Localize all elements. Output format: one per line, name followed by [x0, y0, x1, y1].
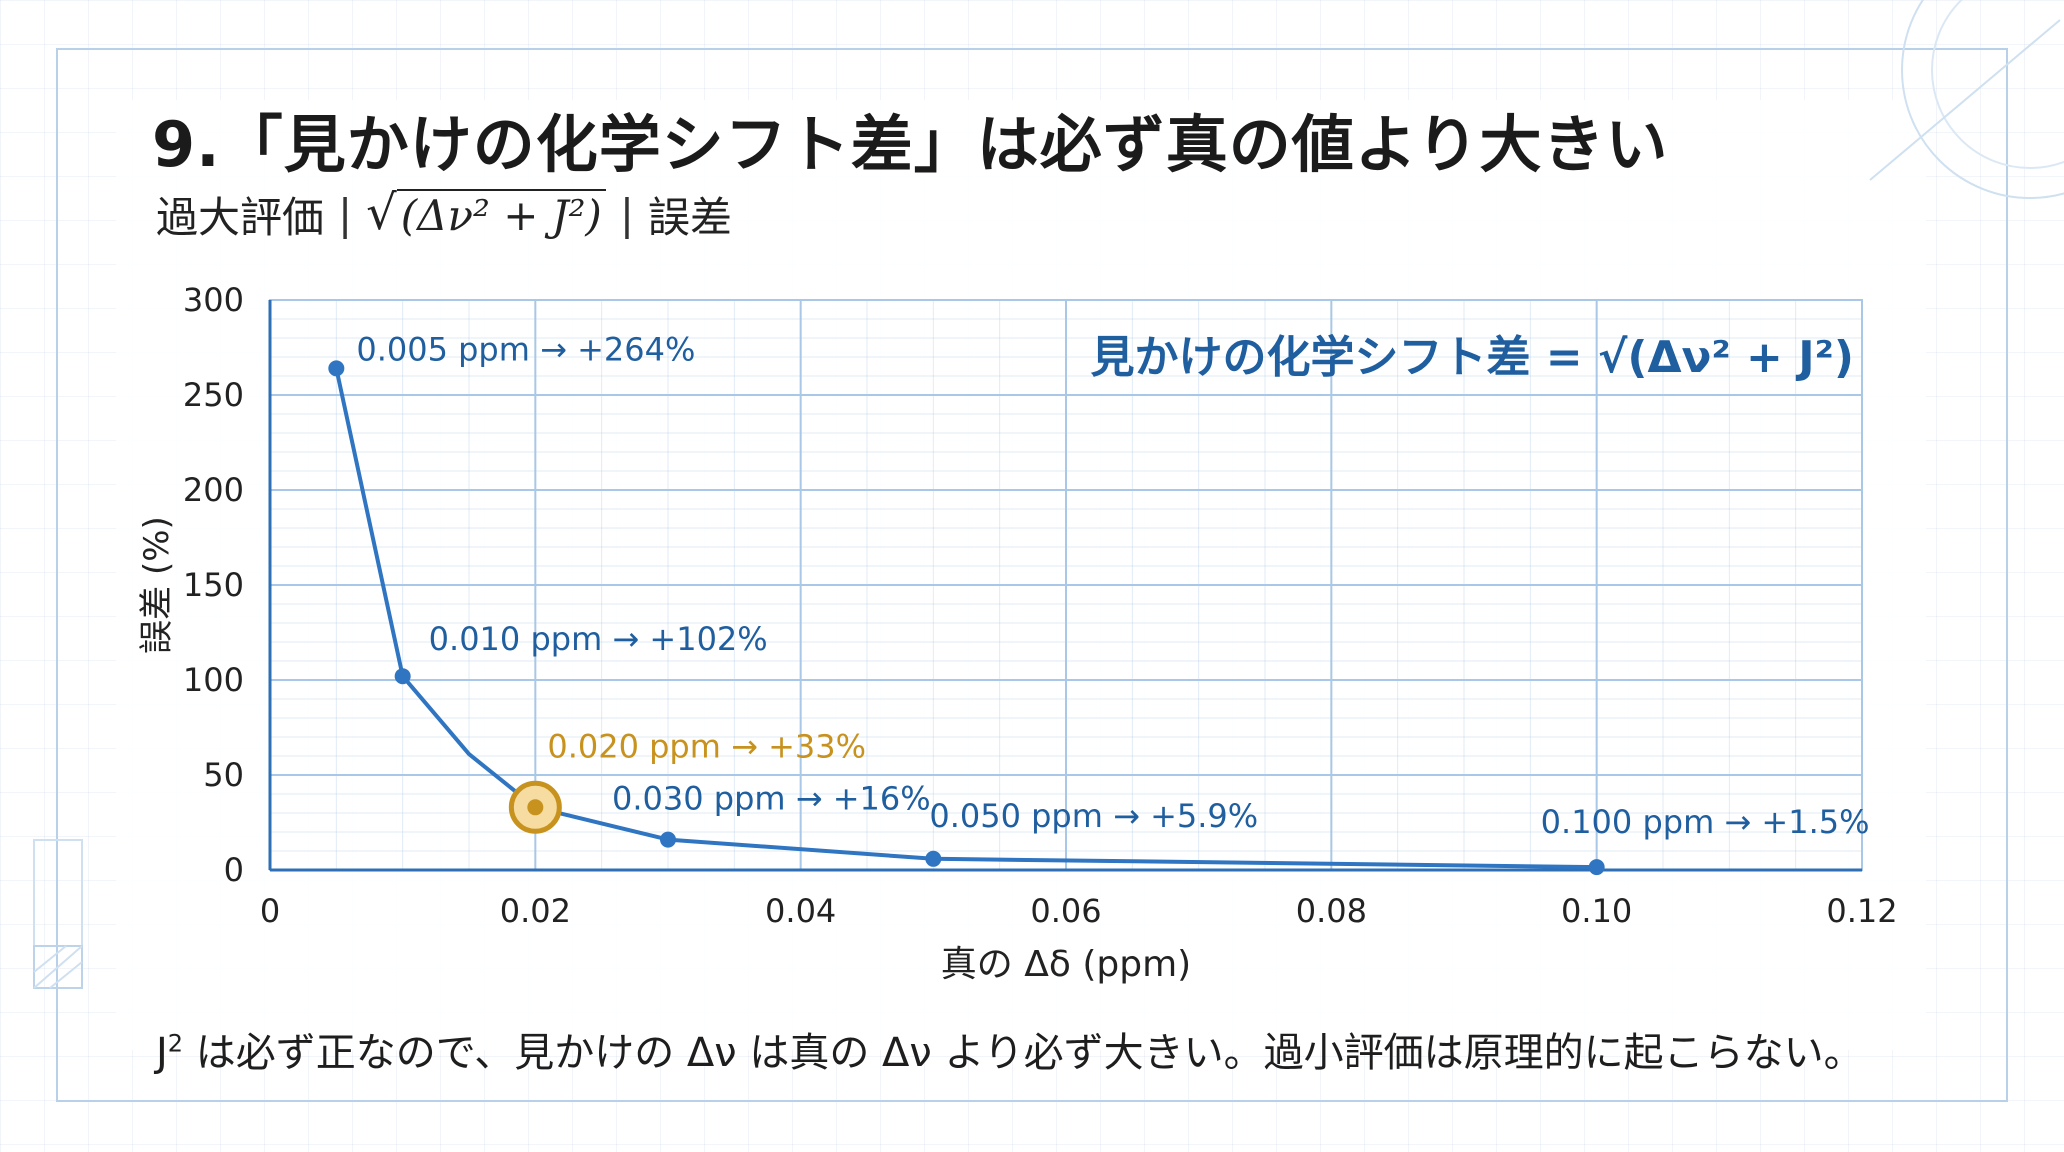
data-label: 0.020 ppm → +33% — [547, 727, 866, 765]
data-point-highlight — [527, 799, 544, 816]
chart-axes: 0 0.02 0.04 0.06 0.08 0.10 0.12 0 50 100 150 200 250… — [137, 281, 1898, 985]
formula-annotation: 見かけの化学シフト差 = √(Δν² + J²) — [1090, 332, 1854, 383]
x-tick-label: 0.10 — [1561, 892, 1632, 930]
x-tick-label: 0 — [260, 892, 280, 930]
subtitle-separator-1: | — [338, 189, 353, 239]
data-point — [925, 850, 942, 867]
x-tick-label: 0.04 — [765, 892, 836, 930]
y-tick-label: 150 — [183, 566, 244, 604]
corner-decoration-top-right — [1869, 0, 2064, 199]
slide-panel — [116, 100, 1926, 1050]
y-axis-title: 誤差 (%) — [137, 516, 177, 654]
data-label: 0.050 ppm → +5.9% — [929, 797, 1258, 835]
data-label: 0.100 ppm → +1.5% — [1541, 803, 1870, 841]
x-tick-label: 0.02 — [500, 892, 571, 930]
chart-labels: 見かけの化学シフト差 = √(Δν² + J²) 0.005 ppm → +264… — [356, 330, 1869, 841]
slide-frame — [56, 48, 2008, 1102]
data-point — [328, 360, 345, 377]
data-label: 0.030 ppm → +16% — [612, 780, 931, 818]
y-tick-label: 100 — [183, 661, 244, 699]
y-tick-label: 300 — [183, 281, 244, 319]
subtitle-overestimate: 過大評価 — [156, 192, 325, 242]
x-tick-label: 0.06 — [1030, 892, 1101, 930]
footer-j-superscript: 2 — [167, 1029, 184, 1058]
subtitle-error: 誤差 — [647, 192, 732, 242]
x-tick-label: 0.08 — [1296, 892, 1367, 930]
subtitle: 過大評価 | √ (Δν² + J²) | 誤差 — [156, 184, 732, 244]
y-tick-label: 200 — [183, 471, 244, 509]
data-label: 0.010 ppm → +102% — [429, 620, 768, 658]
data-point — [660, 831, 676, 848]
y-tick-label: 50 — [203, 756, 244, 794]
x-tick-label: 0.12 — [1826, 892, 1897, 930]
y-tick-label: 250 — [183, 376, 244, 414]
chart-points — [328, 360, 1605, 876]
footer-note: J2 は必ず正なので、見かけの Δν は真の Δν より必ず大きい。過小評価は原… — [156, 1020, 1864, 1078]
x-axis-title: 真の Δδ (ppm) — [941, 944, 1191, 985]
subtitle-separator-2: | — [619, 189, 634, 239]
subtitle-formula: √ (Δν² + J²) — [366, 188, 606, 240]
page-title: 9.「見かけの化学シフト差」は必ず真の値より大きい — [152, 108, 1669, 181]
subtitle-formula-body: (Δν² + J²) — [396, 188, 606, 240]
data-point — [1588, 859, 1605, 876]
y-tick-label: 0 — [224, 851, 244, 889]
footer-j: J — [156, 1030, 168, 1076]
footer-text: は必ず正なので、見かけの Δν は真の Δν より必ず大きい。過小評価は原理的に… — [183, 1030, 1864, 1076]
sqrt-symbol: √ (Δν² + J²) — [366, 188, 606, 240]
data-point — [394, 668, 411, 685]
data-label: 0.005 ppm → +264% — [356, 330, 695, 368]
corner-decoration-bottom-left — [33, 839, 83, 989]
